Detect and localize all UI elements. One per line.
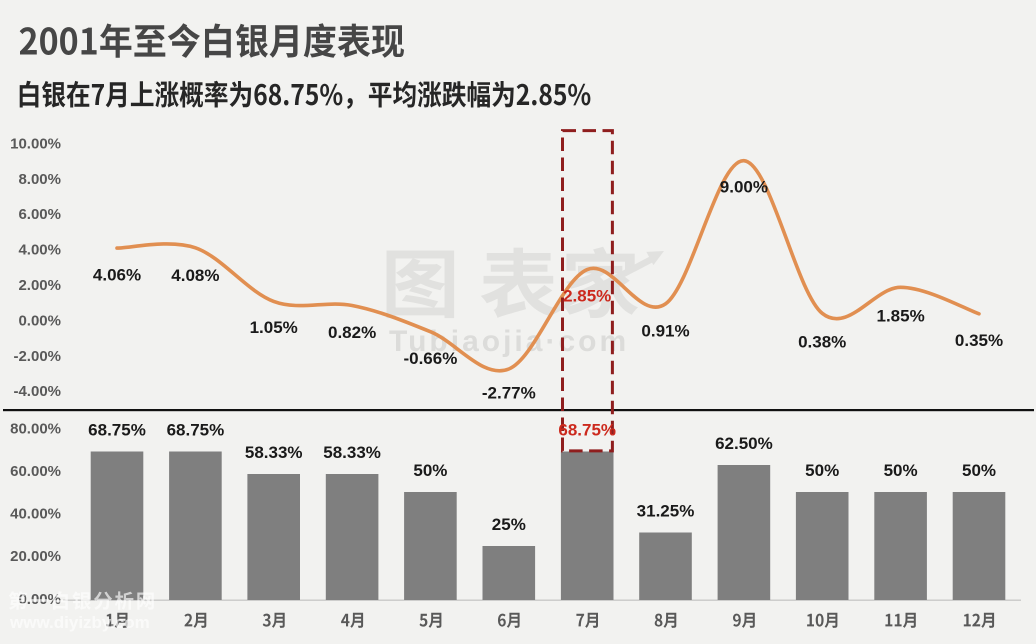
svg-text:50%: 50% <box>962 461 996 480</box>
svg-text:-4.00%: -4.00% <box>13 383 61 400</box>
svg-text:40.00%: 40.00% <box>10 506 61 523</box>
svg-text:4.00%: 4.00% <box>18 242 61 259</box>
svg-text:-2.77%: -2.77% <box>482 383 536 402</box>
svg-text:0.35%: 0.35% <box>955 331 1003 350</box>
svg-text:50%: 50% <box>413 461 447 480</box>
svg-text:31.25%: 31.25% <box>637 502 695 521</box>
svg-text:10.00%: 10.00% <box>10 135 61 152</box>
svg-text:58.33%: 58.33% <box>245 443 303 462</box>
svg-text:68.75%: 68.75% <box>88 421 146 440</box>
svg-text:0.00%: 0.00% <box>18 312 61 329</box>
svg-text:-0.66%: -0.66% <box>403 349 457 368</box>
svg-text:2.85%: 2.85% <box>563 287 611 306</box>
svg-text:50%: 50% <box>884 461 918 480</box>
svg-text:1.85%: 1.85% <box>876 307 924 326</box>
svg-text:9.00%: 9.00% <box>720 177 768 196</box>
svg-text:50%: 50% <box>805 461 839 480</box>
svg-text:0.38%: 0.38% <box>798 333 846 352</box>
svg-text:4.08%: 4.08% <box>171 266 219 285</box>
svg-text:1.05%: 1.05% <box>250 318 298 337</box>
svg-text:68.75%: 68.75% <box>558 421 616 440</box>
svg-text:68.75%: 68.75% <box>167 421 225 440</box>
svg-text:80.00%: 80.00% <box>10 420 61 437</box>
svg-text:25%: 25% <box>492 515 526 534</box>
svg-text:0.91%: 0.91% <box>641 322 689 341</box>
svg-text:2.00%: 2.00% <box>18 277 61 294</box>
svg-text:58.33%: 58.33% <box>323 443 381 462</box>
svg-text:20.00%: 20.00% <box>10 548 61 565</box>
svg-text:60.00%: 60.00% <box>10 463 61 480</box>
svg-text:4.06%: 4.06% <box>93 266 141 285</box>
svg-text:62.50%: 62.50% <box>715 434 773 453</box>
svg-text:8.00%: 8.00% <box>18 171 61 188</box>
svg-text:-2.00%: -2.00% <box>13 348 61 365</box>
svg-text:6.00%: 6.00% <box>18 206 61 223</box>
svg-text:0.82%: 0.82% <box>328 323 376 342</box>
svg-text:www.diyizby.com: www.diyizby.com <box>9 613 150 632</box>
